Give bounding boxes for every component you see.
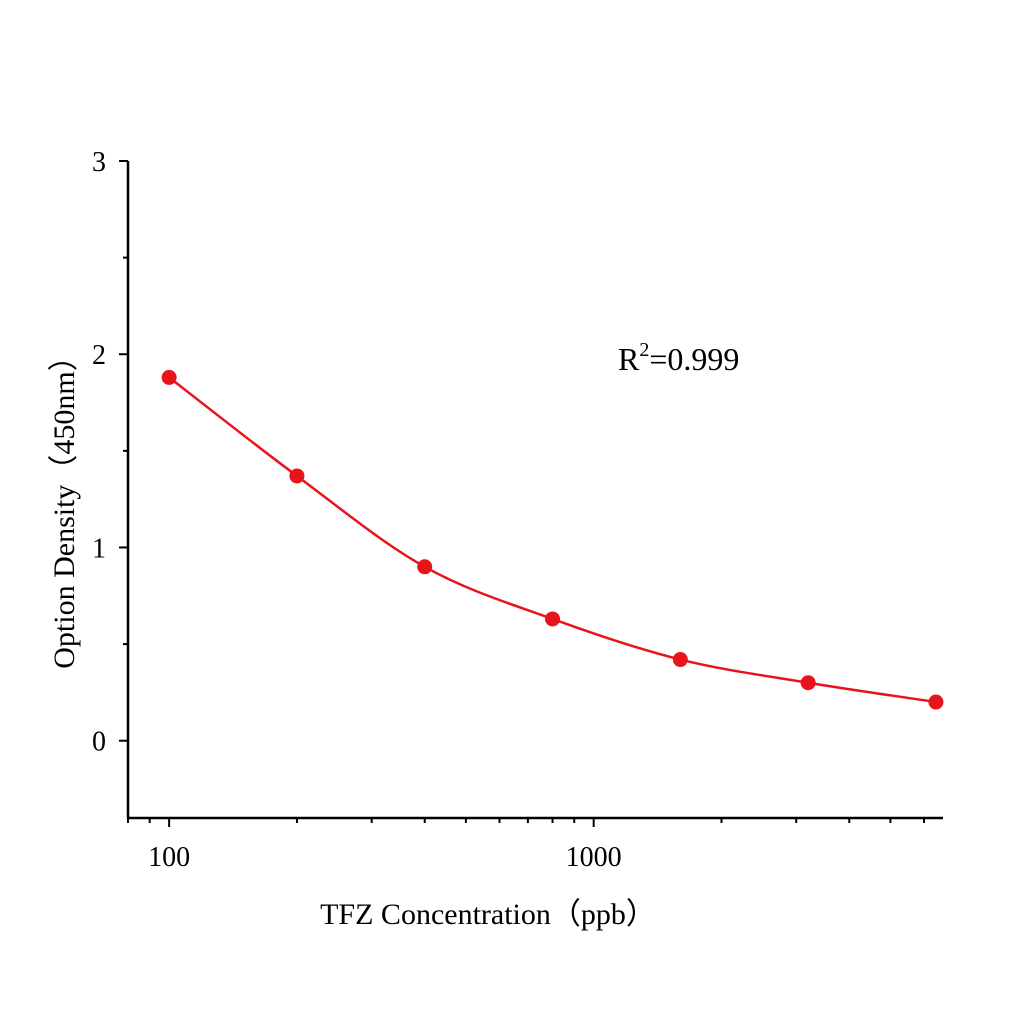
y-tick-label: 3 xyxy=(92,147,106,178)
data-point xyxy=(161,369,177,385)
r-squared-annotation: R2=0.999 xyxy=(618,339,739,377)
y-tick-label: 1 xyxy=(92,533,106,564)
data-point xyxy=(672,652,688,668)
data-point xyxy=(417,559,433,575)
x-tick-label: 1000 xyxy=(566,842,622,873)
axes: 0 1 2 3 100 1000 xyxy=(92,147,943,873)
data-point xyxy=(289,468,305,484)
x-tick-label: 100 xyxy=(148,842,190,873)
plot-area xyxy=(161,369,944,710)
data-point xyxy=(545,611,561,627)
y-axis-label: Option Density（450nm） xyxy=(48,341,81,669)
fit-curve xyxy=(168,376,937,704)
data-point xyxy=(928,694,944,710)
x-axis-label: TFZ Concentration（ppb） xyxy=(320,898,656,931)
y-tick-label: 2 xyxy=(92,340,106,371)
y-tick-label: 0 xyxy=(92,727,106,758)
data-point xyxy=(800,675,816,691)
